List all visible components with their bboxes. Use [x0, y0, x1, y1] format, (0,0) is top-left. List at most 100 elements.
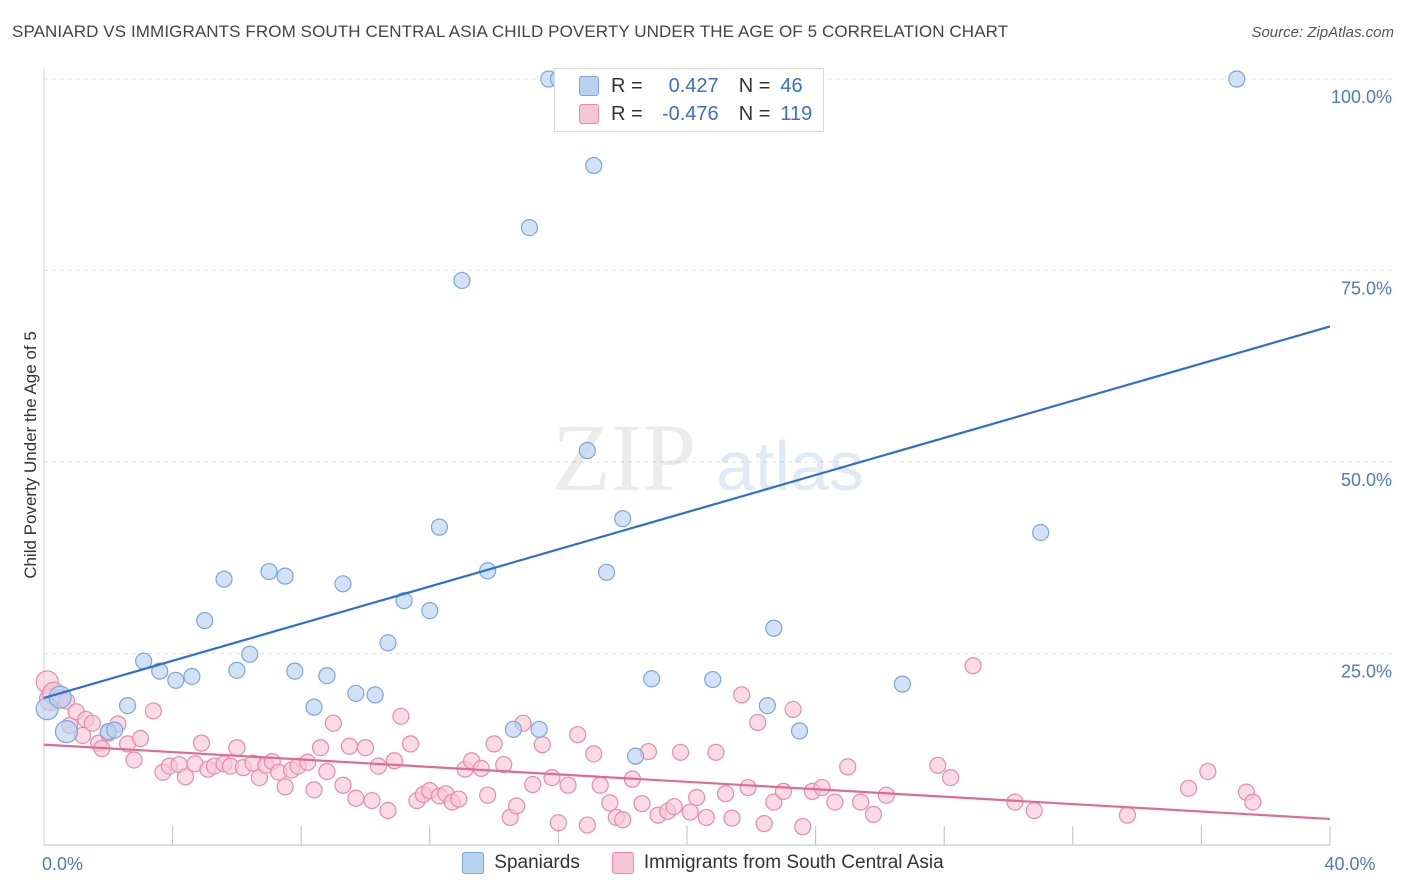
spaniards-point [196, 611, 214, 630]
spaniards-trend-line [43, 325, 1331, 699]
spaniards-point [765, 619, 783, 637]
spaniards-point [334, 575, 352, 593]
legend-label: Spaniards [494, 852, 580, 873]
n-value: 46 [780, 74, 803, 97]
immigrants-point [681, 803, 699, 821]
immigrants-point [479, 786, 497, 804]
n-label: N = [738, 74, 771, 97]
immigrants-point [1118, 806, 1137, 824]
immigrants-point [379, 801, 397, 820]
immigrants-point [633, 795, 651, 813]
immigrants-point [864, 805, 883, 823]
spaniards-point [421, 602, 439, 620]
spaniards-point [598, 563, 616, 581]
spaniards-point [585, 156, 603, 175]
spaniards-point [530, 720, 548, 738]
spaniards-point [395, 592, 413, 610]
immigrants-point [495, 755, 513, 774]
spaniards-point [643, 670, 661, 688]
spaniards-point [520, 219, 539, 237]
legend-swatch-blue [579, 76, 599, 96]
immigrants-point [392, 707, 410, 725]
immigrants-point [334, 776, 352, 794]
watermark-zip: ZIP [552, 404, 696, 511]
spaniards-point [430, 518, 449, 536]
spaniards-point [1228, 70, 1246, 88]
immigrants-point [1199, 762, 1217, 781]
spaniards-point [54, 720, 79, 744]
x-tick-label: 40.0% [1324, 854, 1375, 874]
series-legend: Spaniards Immigrants from South Central … [0, 852, 1406, 874]
spaniards-point [106, 721, 124, 739]
immigrants-point [508, 797, 526, 815]
immigrants-point [276, 778, 294, 796]
series-spaniards-points [35, 70, 1246, 765]
spaniards-point [1032, 523, 1050, 542]
immigrants-point [723, 809, 741, 827]
spaniards-point [167, 671, 185, 689]
immigrants-point [733, 686, 751, 704]
immigrants-point [485, 735, 503, 753]
watermark: ZIP atlas [552, 404, 864, 511]
x-tick-label: 0.0% [42, 854, 83, 874]
immigrants-point [472, 759, 490, 778]
immigrants-point [131, 729, 150, 748]
immigrants-point [401, 735, 420, 753]
source-label: Source: ZipAtlas.com [1251, 24, 1394, 41]
spaniards-point [215, 570, 233, 588]
spaniards-point [228, 661, 246, 679]
immigrants-point [340, 737, 359, 755]
immigrants-point [347, 789, 365, 807]
immigrants-point [813, 778, 831, 797]
immigrants-point [1025, 801, 1043, 820]
spaniards-point [305, 698, 323, 716]
n-value: 119 [780, 102, 813, 125]
legend-item-spaniards[interactable]: Spaniards [462, 852, 580, 874]
immigrants-point [311, 739, 330, 757]
spaniards-point [318, 667, 336, 685]
immigrants-point [942, 768, 960, 787]
spaniards-point [893, 675, 912, 693]
immigrants-point [559, 776, 577, 794]
immigrants-point [671, 743, 690, 761]
trend-lines [43, 325, 1331, 821]
immigrants-point [765, 793, 783, 811]
spaniards-point [790, 722, 809, 740]
immigrants-point [826, 793, 844, 811]
immigrants-point [549, 814, 568, 832]
spaniards-point [151, 662, 169, 680]
legend-swatch-blue [462, 852, 485, 874]
immigrants-point [929, 756, 947, 774]
immigrants-point [83, 714, 101, 732]
r-label: R = [611, 74, 643, 97]
immigrants-point [356, 739, 375, 757]
immigrants-point [299, 753, 317, 771]
grid-lines [44, 78, 1392, 654]
immigrants-point [739, 778, 757, 797]
immigrants-point [794, 818, 812, 836]
immigrants-point [601, 794, 619, 812]
y-axis-label: Child Poverty Under the Age of 5 [21, 331, 40, 579]
immigrants-point [228, 739, 246, 757]
spaniards-point [118, 696, 137, 715]
legend-swatch-pink [579, 104, 599, 124]
immigrants-point [192, 734, 211, 752]
legend-item-immigrants[interactable]: Immigrants from South Central Asia [611, 852, 944, 874]
spaniards-point [578, 441, 596, 460]
immigrants-point [524, 775, 542, 794]
legend-row-spaniards: R = 0.427 N = 46 [579, 73, 803, 99]
immigrants-point [369, 757, 387, 775]
r-value: -0.476 [661, 102, 719, 125]
immigrants-point [543, 768, 561, 787]
tick-labels: 25.0% 50.0% 75.0% 100.0% 0.0% 40.0% [42, 87, 1392, 874]
immigrants-point [176, 768, 195, 786]
y-tick-label: 25.0% [1341, 662, 1392, 682]
y-tick-label: 50.0% [1341, 470, 1392, 490]
immigrants-point [569, 726, 587, 744]
spaniards-point [276, 567, 294, 585]
immigrants-point [784, 700, 802, 719]
r-value: 0.427 [668, 74, 719, 97]
r-label: R = [611, 102, 643, 125]
immigrants-point [852, 793, 870, 811]
y-tick-label: 75.0% [1341, 279, 1392, 299]
